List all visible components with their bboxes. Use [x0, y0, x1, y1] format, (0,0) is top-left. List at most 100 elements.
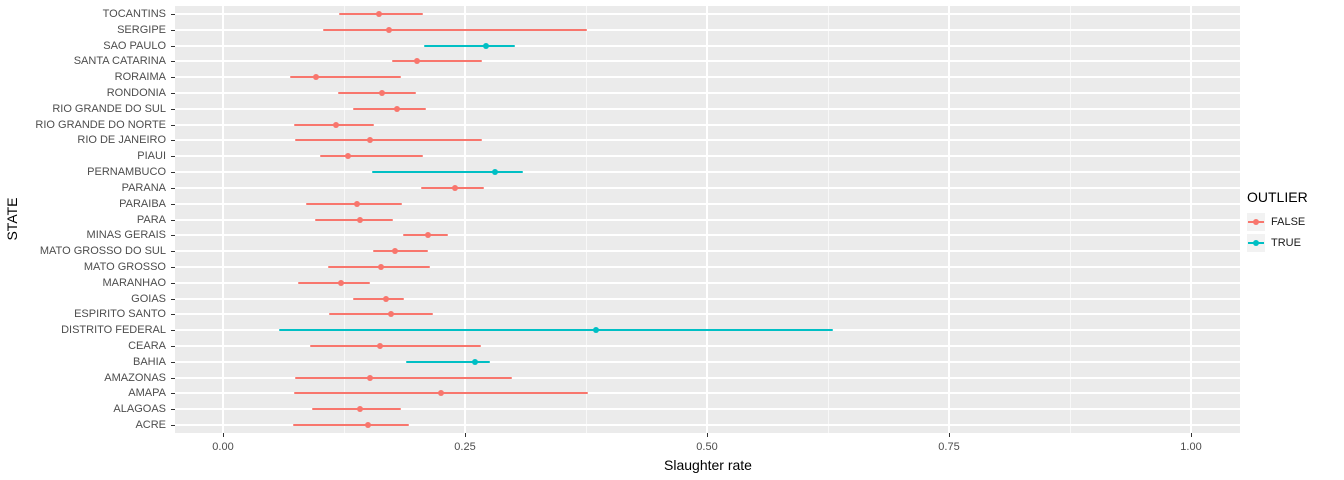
y-tick-mark [171, 188, 175, 189]
x-tick-label: 0.50 [696, 441, 718, 453]
pointrange-dot [383, 296, 389, 302]
y-tick-mark [171, 140, 175, 141]
y-tick-label: AMAZONAS [104, 372, 166, 384]
v-gridline-minor [1070, 6, 1071, 433]
y-tick-label: RORAIMA [114, 71, 166, 83]
x-axis-title: Slaughter rate [664, 457, 752, 473]
y-tick-label: MATO GROSSO [83, 261, 166, 273]
pointrange-line [312, 408, 401, 410]
pointrange-line [290, 76, 401, 78]
pointrange-line [320, 155, 423, 157]
pointrange-dot [492, 169, 498, 175]
x-tick-mark [1191, 433, 1192, 437]
y-tick-mark [171, 362, 175, 363]
legend-label: TRUE [1271, 237, 1301, 249]
pointrange-line [424, 45, 515, 47]
legend-label: FALSE [1271, 216, 1306, 228]
y-tick-label: TOCANTINS [102, 8, 166, 20]
y-tick-mark [171, 346, 175, 347]
y-tick-label: PARANA [121, 182, 166, 194]
y-tick-mark [171, 77, 175, 78]
y-tick-mark [171, 30, 175, 31]
pointrange-dot [593, 327, 599, 333]
y-tick-mark [171, 251, 175, 252]
pointrange-dot [365, 422, 371, 428]
y-tick-label: CEARA [128, 340, 166, 352]
legend-key-dot [1253, 240, 1259, 246]
y-tick-mark [171, 299, 175, 300]
x-tick-mark [223, 433, 224, 437]
pointrange-dot [376, 11, 382, 17]
pointrange-line [315, 219, 393, 221]
pointrange-dot [452, 185, 458, 191]
pointrange-dot [333, 122, 339, 128]
legend-entry-true: TRUE [1247, 234, 1344, 252]
y-tick-mark [171, 409, 175, 410]
y-tick-label: SERGIPE [117, 24, 166, 36]
y-tick-mark [171, 46, 175, 47]
y-tick-mark [171, 283, 175, 284]
pointrange-line [295, 139, 482, 141]
v-gridline-major [464, 6, 466, 433]
y-tick-label: SAO PAULO [103, 40, 166, 52]
pointrange-dot [367, 137, 373, 143]
legend-key-swatch [1247, 213, 1265, 231]
legend-entry-false: FALSE [1247, 213, 1344, 231]
v-gridline-major [222, 6, 224, 433]
y-tick-label: ALAGOAS [113, 403, 166, 415]
pointrange-dot [345, 153, 351, 159]
pointrange-line [298, 282, 370, 284]
pointrange-dot [313, 74, 319, 80]
y-tick-mark [171, 109, 175, 110]
pointrange-line [392, 60, 482, 62]
x-tick-mark [707, 433, 708, 437]
pointrange-line [353, 298, 404, 300]
y-tick-mark [171, 235, 175, 236]
x-tick-label: 1.00 [1180, 441, 1202, 453]
x-tick-label: 0.25 [454, 441, 476, 453]
y-tick-label: MATO GROSSO DO SUL [39, 245, 166, 257]
legend-key-swatch [1247, 234, 1265, 252]
pointrange-dot [378, 264, 384, 270]
x-tick-label: 0.00 [212, 441, 234, 453]
v-gridline-major [948, 6, 950, 433]
y-tick-mark [171, 61, 175, 62]
pointrange-dot [392, 248, 398, 254]
pointrange-line [293, 424, 409, 426]
y-tick-label: PARA [136, 214, 166, 226]
pointrange-dot [377, 343, 383, 349]
y-tick-label: AMAPA [128, 387, 166, 399]
y-tick-mark [171, 314, 175, 315]
pointrange-line [338, 92, 416, 94]
v-gridline-minor [586, 6, 587, 433]
x-tick-mark [949, 433, 950, 437]
pointrange-dot [425, 232, 431, 238]
x-tick-mark [465, 433, 466, 437]
y-tick-mark [171, 220, 175, 221]
pointrange-dot [357, 217, 363, 223]
y-tick-mark [171, 425, 175, 426]
y-tick-label: ESPIRITO SANTO [74, 308, 166, 320]
y-tick-mark [171, 125, 175, 126]
y-tick-mark [171, 93, 175, 94]
legend: OUTLIER FALSE TRUE [1247, 189, 1344, 259]
pointrange-line [372, 171, 523, 173]
pointrange-line [373, 250, 428, 252]
pointrange-line [353, 108, 426, 110]
y-tick-label: DISTRITO FEDERAL [61, 324, 166, 336]
pointrange-dot [483, 43, 489, 49]
y-tick-label: GOIAS [131, 293, 166, 305]
y-tick-label: PERNAMBUCO [87, 166, 166, 178]
pointrange-dot [338, 280, 344, 286]
pointrange-dot [388, 311, 394, 317]
x-tick-label: 0.75 [938, 441, 960, 453]
y-tick-mark [171, 156, 175, 157]
legend-key-dot [1253, 219, 1259, 225]
y-tick-label: RIO GRANDE DO NORTE [35, 119, 166, 131]
y-tick-mark [171, 267, 175, 268]
y-tick-label: MARANHAO [102, 277, 166, 289]
y-tick-label: PIAUI [137, 150, 166, 162]
pointrange-dot [379, 90, 385, 96]
y-tick-label: PARAIBA [119, 198, 166, 210]
